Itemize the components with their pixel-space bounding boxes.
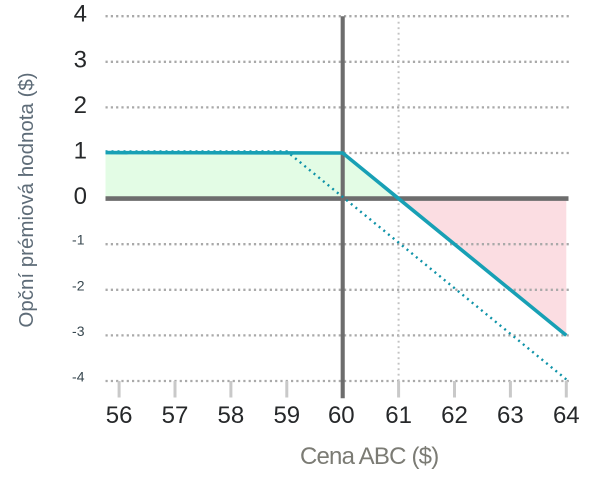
svg-text:57: 57 bbox=[162, 402, 189, 429]
svg-text:Cena ABC ($): Cena ABC ($) bbox=[300, 443, 438, 470]
svg-text:-2: -2 bbox=[72, 277, 85, 293]
svg-text:0: 0 bbox=[74, 183, 87, 210]
svg-text:58: 58 bbox=[218, 402, 245, 429]
svg-text:3: 3 bbox=[74, 46, 87, 73]
svg-text:60: 60 bbox=[328, 402, 355, 429]
svg-text:Opční prémiová hodnota ($): Opční prémiová hodnota ($) bbox=[15, 72, 38, 327]
svg-text:59: 59 bbox=[273, 402, 300, 429]
svg-text:-3: -3 bbox=[72, 323, 85, 339]
svg-text:61: 61 bbox=[385, 402, 412, 429]
svg-text:-4: -4 bbox=[72, 369, 85, 385]
svg-text:-1: -1 bbox=[72, 232, 85, 248]
svg-text:62: 62 bbox=[441, 402, 468, 429]
svg-text:63: 63 bbox=[497, 402, 524, 429]
svg-text:64: 64 bbox=[553, 402, 580, 429]
svg-text:4: 4 bbox=[74, 1, 87, 28]
svg-text:56: 56 bbox=[106, 402, 133, 429]
svg-text:1: 1 bbox=[74, 138, 87, 165]
svg-text:2: 2 bbox=[74, 92, 87, 119]
